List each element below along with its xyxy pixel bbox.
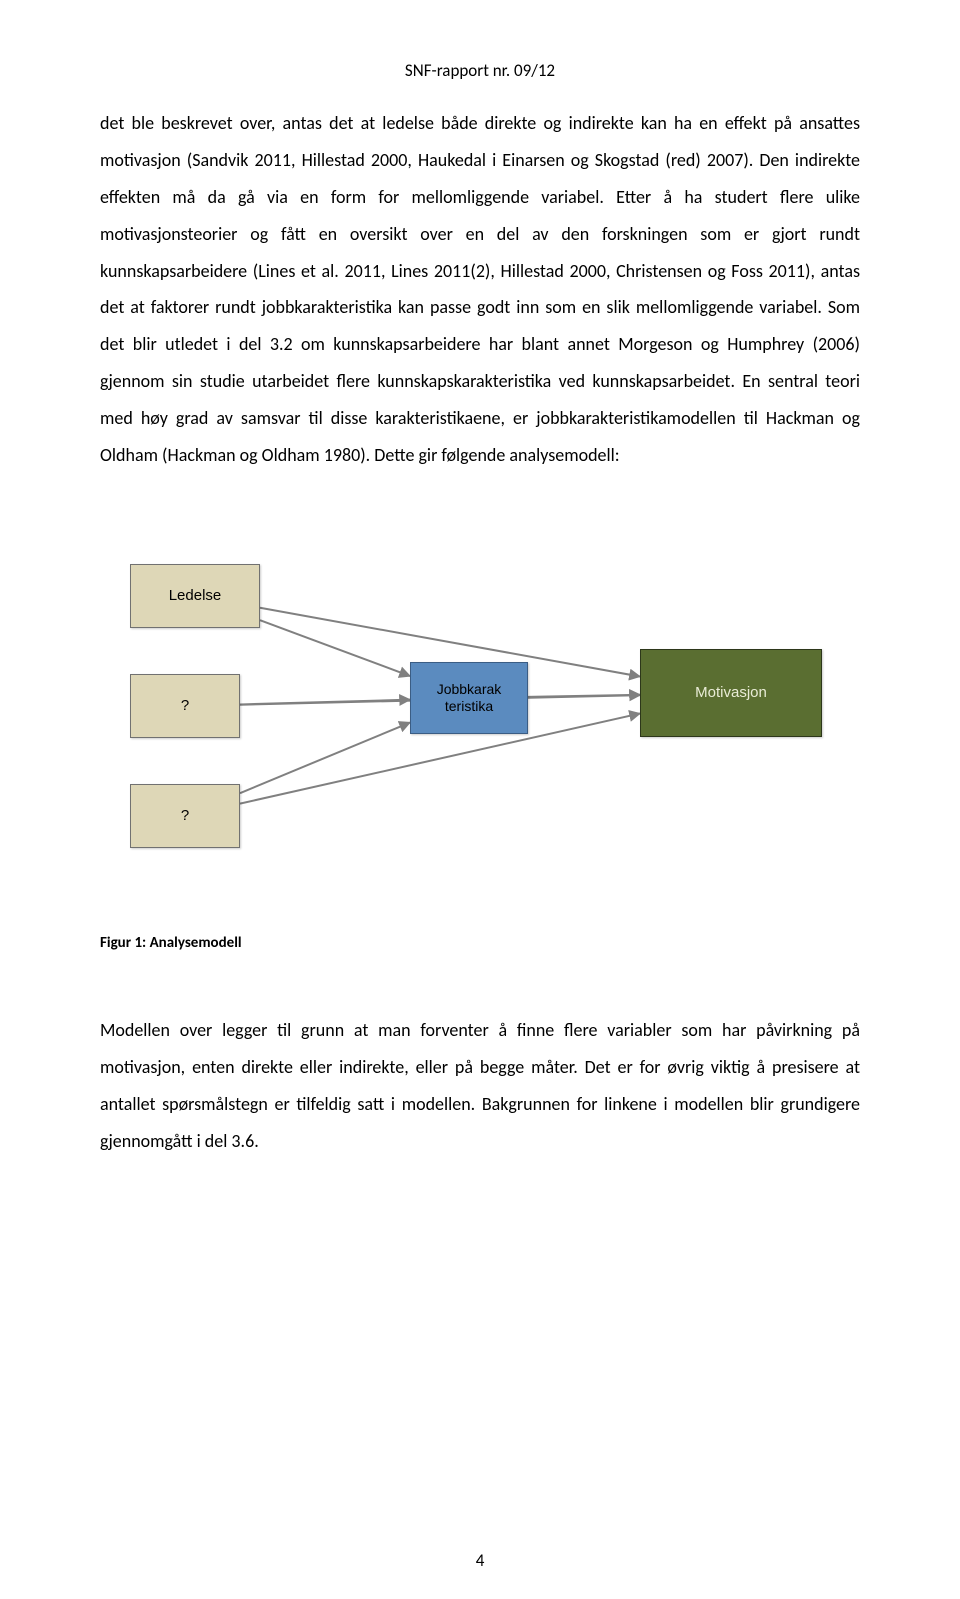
paragraph-1: det ble beskrevet over, antas det at led…: [100, 105, 860, 474]
diagram-node-jobb: Jobbkarak teristika: [410, 662, 528, 734]
diagram-node-ledelse: Ledelse: [130, 564, 260, 628]
diagram-node-q1: ?: [130, 674, 240, 738]
diagram-node-q2: ?: [130, 784, 240, 848]
report-header: SNF-rapport nr. 09/12: [100, 60, 860, 81]
paragraph-2: Modellen over legger til grunn at man fo…: [100, 1012, 860, 1160]
diagram-node-motiv: Motivasjon: [640, 649, 822, 737]
figure-caption: Figur 1: Analysemodell: [100, 934, 860, 952]
page-number: 4: [0, 1550, 960, 1571]
analysis-model-diagram: Ledelse?? Jobbkarak teristika Motivasjon: [100, 534, 860, 894]
